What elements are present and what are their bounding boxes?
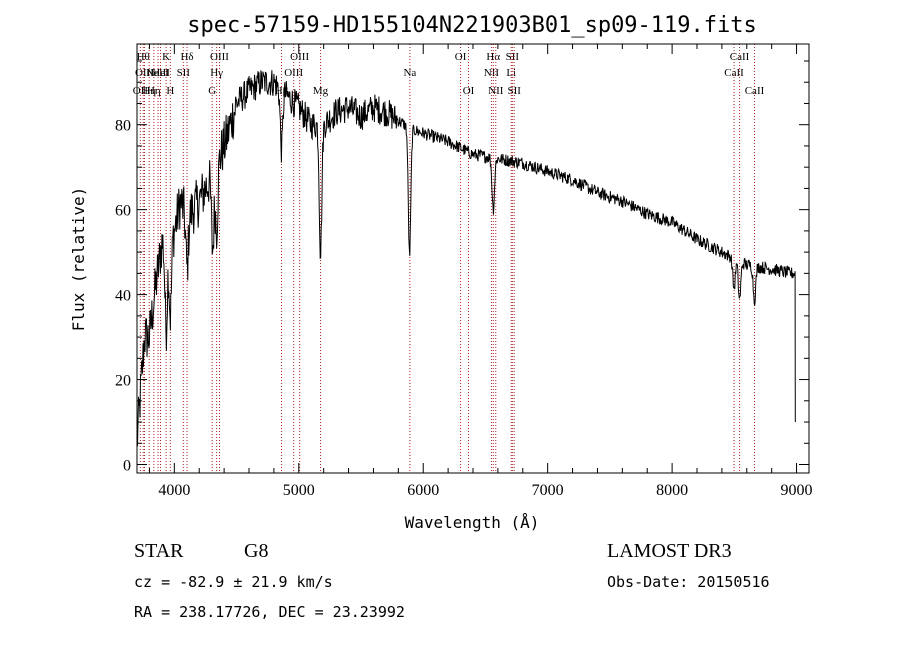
object-subclass: G8 — [244, 540, 269, 562]
line-marker-label: HeI — [152, 67, 169, 79]
x-tick-label: 9000 — [781, 482, 813, 499]
line-marker-label: SII — [507, 85, 521, 97]
x-tick-label: 6000 — [407, 482, 439, 499]
line-marker-label: Mg — [313, 85, 329, 97]
line-marker-label: CaII — [724, 67, 744, 79]
line-marker-label: K — [162, 51, 170, 63]
x-tick-label: 5000 — [283, 482, 315, 499]
x-tick-label: 8000 — [656, 482, 688, 499]
object-class: STAR — [134, 540, 184, 562]
plot-frame — [136, 43, 810, 474]
y-tick-label: 0 — [123, 458, 131, 475]
line-marker-label: OI — [463, 85, 475, 97]
line-marker-label: Li — [506, 67, 516, 79]
line-marker-label: OI — [455, 51, 467, 63]
plot-axes: 4000 5000 6000 7000 8000 9000 0 20 40 60 80 — [115, 43, 813, 499]
x-tick-label: 4000 — [158, 482, 190, 499]
line-marker-label: OIII — [284, 67, 303, 79]
line-marker-label: G — [208, 85, 216, 97]
redshift-readout: cz = -82.9 ± 21.9 km/s — [134, 573, 333, 591]
y-tick-label: 80 — [115, 118, 131, 135]
line-marker-label: OIII — [290, 51, 309, 63]
line-marker-label: Hη — [142, 85, 156, 97]
line-marker-label: CaII — [745, 85, 765, 97]
coordinates-readout: RA = 238.17726, DEC = 23.23992 — [134, 603, 405, 621]
line-marker-label: SII — [506, 51, 520, 63]
line-marker-label: NeIII — [146, 67, 170, 79]
line-marker-label: SII — [177, 67, 191, 79]
line-marker-label: OIII — [210, 51, 229, 63]
spectrum-series — [136, 70, 796, 447]
line-marker-label: Na — [403, 67, 416, 79]
line-marker-label: NII — [484, 67, 500, 79]
line-marker-label: H — [166, 85, 174, 97]
y-tick-label: 20 — [115, 373, 131, 390]
line-marker-label: OIII — [135, 67, 154, 79]
line-marker-label: CaII — [730, 51, 750, 63]
line-marker-label: NII — [488, 85, 504, 97]
spectrum-line — [136, 70, 796, 447]
x-axis-label: Wavelength (Å) — [405, 513, 540, 532]
line-marker-label: Hη — [147, 85, 161, 97]
line-marker-label: Hδ — [180, 51, 193, 63]
line-marker-label: Hθ — [137, 51, 150, 63]
line-markers: OIIHθOIIIHηHηNeIIIHeIKHSIIHδGHγOIIIHβOII… — [133, 44, 765, 473]
chart-title: spec-57159-HD155104N221903B01_sp09-119.f… — [187, 13, 757, 38]
y-tick-label: 60 — [115, 203, 131, 220]
line-marker-label: Hα — [486, 51, 500, 63]
line-marker-label: Hγ — [210, 67, 223, 79]
y-axis-label: Flux (relative) — [69, 187, 88, 332]
x-tick-label: 7000 — [532, 482, 564, 499]
observation-date: Obs-Date: 20150516 — [607, 573, 770, 591]
survey-name: LAMOST DR3 — [607, 540, 732, 562]
y-tick-label: 40 — [115, 288, 131, 305]
